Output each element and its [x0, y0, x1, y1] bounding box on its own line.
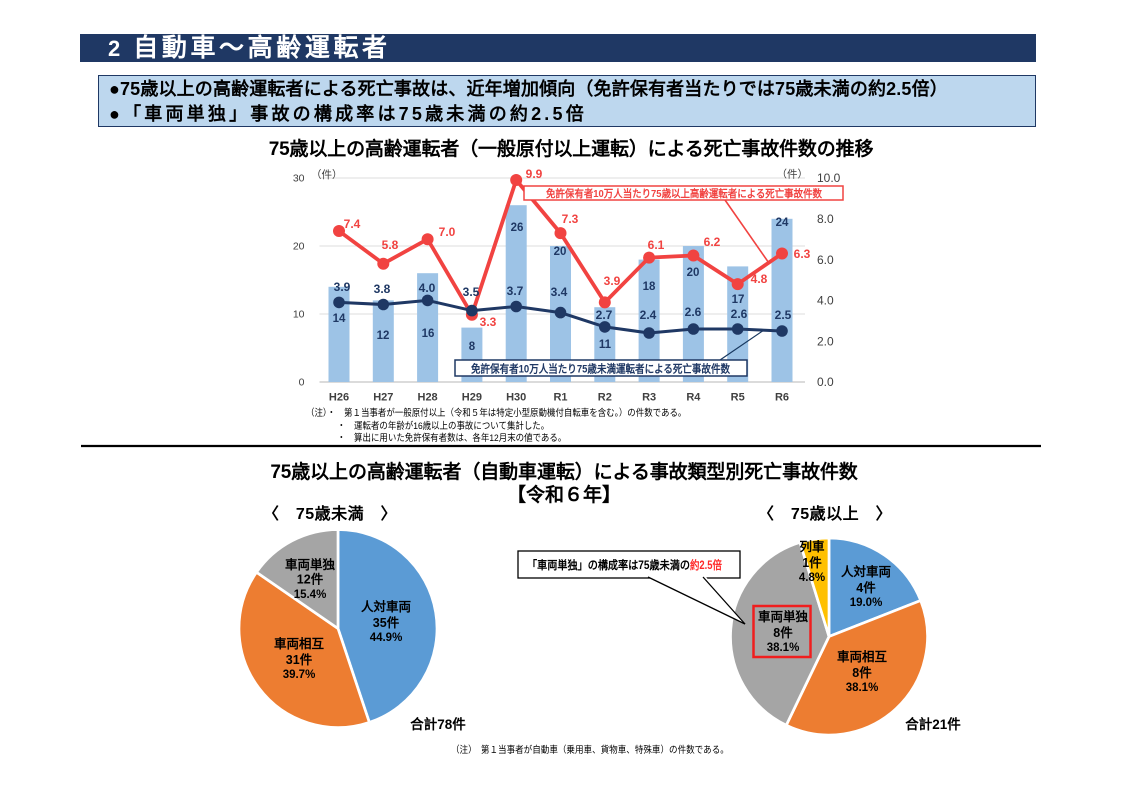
svg-text:人対車両: 人対車両	[361, 599, 412, 614]
svg-text:3.7: 3.7	[507, 284, 524, 298]
svg-text:2.4: 2.4	[640, 308, 657, 322]
svg-text:車両単独: 車両単独	[758, 609, 809, 624]
svg-text:H27: H27	[373, 392, 393, 404]
svg-text:6.3: 6.3	[794, 247, 811, 261]
svg-text:6.2: 6.2	[704, 235, 721, 249]
svg-text:（件）: （件）	[777, 169, 809, 181]
svg-text:11: 11	[599, 339, 612, 351]
svg-text:10: 10	[293, 309, 305, 321]
svg-text:12: 12	[377, 330, 390, 342]
svg-text:H26: H26	[329, 392, 349, 404]
svg-text:12件: 12件	[297, 572, 324, 587]
svg-text:約2.5倍: 約2.5倍	[690, 558, 722, 572]
svg-text:8.0: 8.0	[817, 212, 834, 226]
svg-text:16: 16	[422, 328, 435, 340]
svg-text:0.0: 0.0	[817, 375, 834, 389]
svg-text:車両単独: 車両単独	[285, 557, 336, 572]
svg-text:車両相互: 車両相互	[274, 636, 325, 651]
svg-text:8件: 8件	[773, 625, 793, 640]
svg-text:R4: R4	[686, 392, 701, 404]
svg-text:車両相互: 車両相互	[837, 649, 888, 664]
svg-text:14: 14	[333, 313, 346, 325]
svg-text:44.9%: 44.9%	[370, 632, 403, 644]
svg-text:18: 18	[643, 281, 656, 293]
svg-text:2.6: 2.6	[731, 307, 748, 321]
svg-text:15.4%: 15.4%	[294, 589, 327, 601]
svg-text:4.8: 4.8	[751, 272, 768, 286]
svg-text:17: 17	[732, 294, 745, 306]
svg-text:0: 0	[299, 377, 305, 389]
svg-text:人対車両: 人対車両	[841, 564, 892, 579]
svg-text:9.9: 9.9	[526, 167, 543, 181]
svg-text:20: 20	[687, 267, 700, 279]
svg-text:免許保有者10万人当たり75歳未満運転者による死亡事故件数: 免許保有者10万人当たり75歳未満運転者による死亡事故件数	[471, 362, 731, 376]
svg-text:（件）: （件）	[311, 169, 343, 181]
svg-text:20: 20	[554, 246, 567, 258]
svg-text:3.8: 3.8	[374, 282, 391, 296]
svg-text:31件: 31件	[286, 652, 313, 667]
svg-text:3.4: 3.4	[551, 285, 568, 299]
svg-text:免許保有者10万人当たり75歳以上高齢運転者による死亡事故件: 免許保有者10万人当たり75歳以上高齢運転者による死亡事故件数	[546, 187, 822, 200]
svg-text:R6: R6	[775, 392, 789, 404]
svg-text:39.7%: 39.7%	[283, 669, 316, 681]
svg-text:4件: 4件	[856, 580, 876, 595]
svg-text:H29: H29	[462, 392, 482, 404]
svg-text:2.0: 2.0	[817, 334, 834, 348]
svg-text:26: 26	[511, 222, 524, 234]
svg-text:20: 20	[293, 241, 305, 253]
svg-text:19.0%: 19.0%	[850, 597, 883, 609]
svg-text:R2: R2	[598, 392, 612, 404]
svg-text:H30: H30	[506, 392, 526, 404]
svg-text:合計78件: 合計78件	[410, 716, 466, 732]
svg-text:10.0: 10.0	[817, 171, 841, 185]
svg-text:5.8: 5.8	[382, 238, 399, 252]
svg-text:8: 8	[469, 341, 476, 353]
svg-text:R5: R5	[731, 392, 745, 404]
svg-text:2.7: 2.7	[596, 308, 613, 322]
svg-text:4.8%: 4.8%	[799, 572, 825, 584]
svg-text:7.3: 7.3	[562, 212, 579, 226]
svg-text:35件: 35件	[373, 615, 400, 630]
svg-text:7.4: 7.4	[344, 217, 361, 231]
svg-text:38.1%: 38.1%	[846, 682, 879, 694]
svg-text:38.1%: 38.1%	[767, 642, 800, 654]
svg-text:1件: 1件	[802, 555, 822, 570]
svg-text:3.9: 3.9	[334, 280, 351, 294]
svg-text:R1: R1	[553, 392, 567, 404]
svg-text:合計21件: 合計21件	[905, 716, 961, 732]
svg-text:6.0: 6.0	[817, 253, 834, 267]
svg-text:4.0: 4.0	[817, 294, 834, 308]
svg-text:列車: 列車	[799, 539, 825, 554]
svg-text:8件: 8件	[852, 665, 872, 680]
svg-text:4.0: 4.0	[419, 281, 436, 295]
svg-text:3.3: 3.3	[480, 315, 497, 329]
svg-text:3.9: 3.9	[604, 274, 621, 288]
svg-text:2.5: 2.5	[775, 308, 792, 322]
svg-text:H28: H28	[418, 392, 438, 404]
svg-text:30: 30	[293, 173, 305, 185]
svg-text:6.1: 6.1	[648, 238, 665, 252]
svg-text:「車両単独」の構成率は75歳未満の: 「車両単独」の構成率は75歳未満の	[527, 558, 690, 572]
svg-text:2.6: 2.6	[685, 305, 702, 319]
svg-text:3.5: 3.5	[463, 285, 480, 299]
svg-text:7.0: 7.0	[439, 225, 456, 239]
svg-text:R3: R3	[642, 392, 656, 404]
svg-text:24: 24	[776, 217, 789, 229]
